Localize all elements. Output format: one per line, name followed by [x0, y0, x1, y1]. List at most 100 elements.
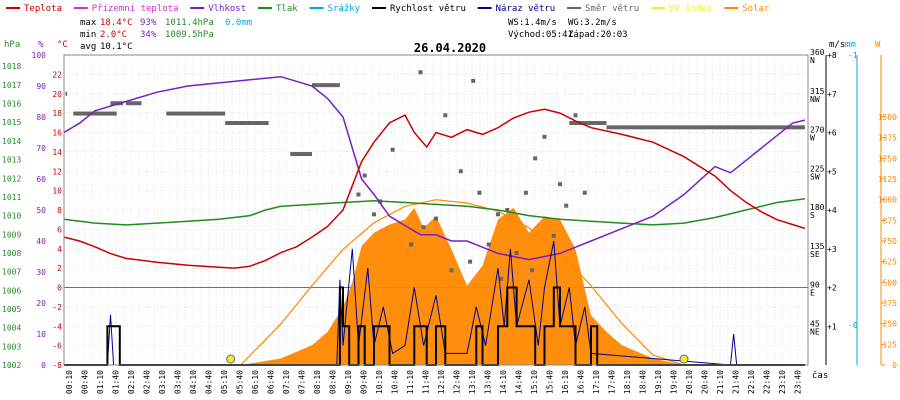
pressure-tick-11: 1013: [2, 156, 21, 165]
legend-label-0: Teplota: [24, 4, 62, 14]
dir-point-5: [409, 242, 414, 247]
humidity-tick-8: 80: [36, 113, 46, 122]
line-layer: [63, 75, 806, 269]
humidity-tick-1: 10: [36, 330, 46, 339]
pressure-tick-10: 1012: [2, 174, 21, 183]
pressure-tick-3: 1005: [2, 305, 21, 314]
x-tick-0: 00:10: [65, 370, 74, 394]
x-tick-84: 21:10: [716, 370, 725, 394]
x-tick-80: 20:10: [685, 370, 694, 394]
dir-point-2: [372, 212, 376, 217]
x-tick-20: 05:10: [220, 370, 229, 394]
stats-panel: max 18.4°C 93% 1011.4hPa 0.0mm min 2.0°C…: [80, 18, 628, 52]
stats-wg: WG:3.2m/s: [568, 18, 617, 28]
unit-hpa: hPa: [4, 40, 20, 50]
humidity-tick-6: 60: [36, 175, 46, 184]
stats-min-hum: 34%: [140, 30, 157, 40]
unit-degc: °C: [57, 40, 68, 50]
stats-max-rain: 0.0mm: [225, 18, 252, 28]
direction-compass-6: NW: [810, 95, 820, 104]
dir-point-16: [514, 251, 519, 256]
uv-marker-sunrise: [226, 354, 236, 364]
wind-tick-2: +3: [827, 245, 837, 254]
x-tick-48: 12:10: [437, 370, 446, 394]
rain-tick-1: -1: [848, 51, 858, 60]
stats-max-hum: 93%: [140, 18, 157, 28]
svg-text:avg: avg: [80, 42, 96, 52]
direction-tick-3: 180: [810, 203, 825, 212]
x-tick-2: 00:40: [81, 370, 90, 394]
dir-block-2: [110, 101, 123, 106]
solar-tick-12: 1500: [878, 113, 897, 122]
x-tick-66: 16:40: [577, 370, 586, 394]
x-tick-28: 07:10: [282, 370, 291, 394]
direction-tick-7: 360: [810, 48, 825, 57]
pressure-tick-15: 1017: [2, 81, 21, 90]
unit-mm: mm: [845, 40, 856, 50]
temp-tick-8: 8: [57, 206, 62, 215]
stats-max-press: 1011.4hPa: [165, 18, 214, 28]
stats-avg-temp: 10.1°C: [100, 42, 133, 52]
chart-title: 26.04.2020: [414, 41, 486, 55]
unit-time: čas: [812, 370, 828, 381]
wind-tick-1: +2: [827, 284, 837, 293]
temp-tick-2: -4: [52, 322, 62, 331]
x-tick-68: 17:10: [592, 370, 601, 394]
stats-min-press: 1009.5hPa: [165, 30, 214, 40]
svg-text:93%: 93%: [140, 18, 157, 28]
axes-layer: 1002100310041005100610071008100910101011…: [2, 48, 897, 370]
legend-label-2: Vlhkost: [208, 4, 246, 14]
pressure-tick-6: 1008: [2, 249, 21, 258]
x-tick-78: 19:40: [670, 370, 679, 394]
svg-text:max: max: [80, 18, 97, 28]
temp-tick-13: 18: [52, 109, 62, 118]
legend-label-6: Náraz větru: [496, 4, 556, 14]
x-tick-56: 14:10: [499, 370, 508, 394]
stats-sunrise: Východ:05:41: [508, 30, 573, 40]
legend-label-4: Srážky: [328, 4, 361, 14]
x-tick-26: 06:40: [267, 370, 276, 394]
dir-point-6: [421, 225, 426, 230]
stats-ws: WS:1.4m/s: [508, 18, 557, 28]
humidity-tick-5: 50: [36, 206, 46, 215]
temp-tick-0: -8: [52, 361, 62, 370]
plot-frame: [63, 54, 809, 366]
humidity-tick-9: 90: [36, 82, 46, 91]
unit-pct: %: [38, 40, 44, 50]
dir-point-17: [523, 190, 528, 195]
dir-point-22: [564, 203, 569, 208]
svg-text:34%: 34%: [140, 30, 157, 40]
direction-compass-2: SE: [810, 250, 820, 259]
dir-point-15: [505, 208, 510, 212]
direction-tick-4: 225: [810, 164, 825, 173]
dir-point-20: [551, 233, 556, 238]
stats-sunset: Západ:20:03: [568, 30, 628, 40]
x-tick-38: 09:40: [360, 370, 369, 394]
x-tick-50: 12:40: [453, 370, 462, 394]
svg-text:1009.5hPa: 1009.5hPa: [165, 30, 214, 40]
svg-text:0.0mm: 0.0mm: [225, 18, 252, 28]
dir-point-8: [443, 113, 448, 118]
temp-tick-14: 20: [52, 90, 62, 99]
stats-max-temp: 18.4°C: [100, 18, 133, 28]
temp-tick-7: 6: [57, 225, 62, 234]
x-tick-54: 13:40: [484, 370, 493, 394]
pressure-tick-1: 1003: [2, 342, 21, 351]
humidity-tick-10: 100: [32, 51, 47, 60]
humidity-tick-3: 30: [36, 268, 46, 277]
pressure-tick-9: 1011: [2, 193, 21, 202]
svg-text:1011.4hPa: 1011.4hPa: [165, 18, 214, 28]
direction-tick-6: 315: [810, 87, 825, 96]
dir-point-1: [362, 173, 367, 178]
temp-tick-9: 10: [52, 187, 62, 196]
solar-tick-3: 375: [883, 299, 898, 308]
solar-tick-6: 750: [883, 237, 898, 246]
pressure-tick-5: 1007: [2, 268, 21, 277]
legend: Teplota Přízemní teplota Vlhkost Tlak Srážky…: [6, 4, 770, 14]
dir-point-21: [558, 182, 562, 187]
temp-tick-3: -2: [52, 303, 62, 312]
direction-compass-5: W: [810, 134, 815, 143]
solar-tick-1: 125: [883, 340, 898, 349]
legend-label-3: Tlak: [276, 4, 298, 14]
